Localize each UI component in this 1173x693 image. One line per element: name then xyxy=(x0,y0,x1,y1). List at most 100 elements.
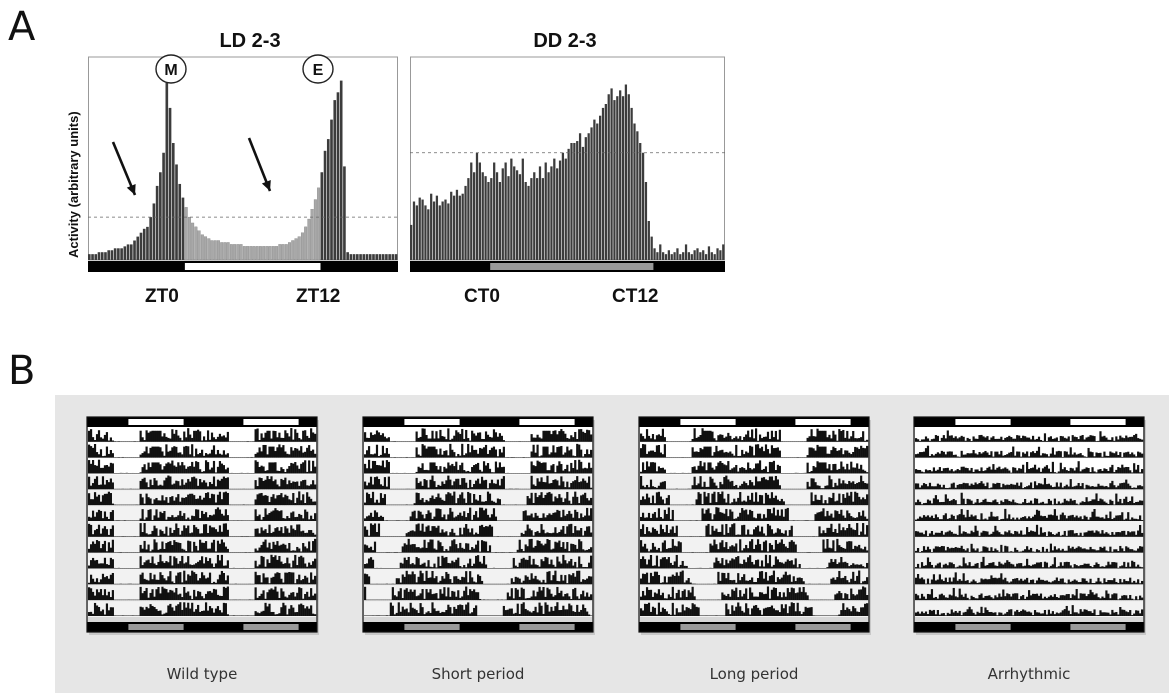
activity-bar xyxy=(691,520,694,521)
activity-bar xyxy=(405,488,408,490)
activity-bar xyxy=(731,502,734,506)
activity-bar xyxy=(510,488,513,490)
activity-bar xyxy=(300,481,303,490)
activity-bar xyxy=(423,428,426,442)
activity-bar xyxy=(560,476,563,490)
activity-bar xyxy=(1000,450,1003,458)
activity-bar xyxy=(856,492,859,506)
activity-bar xyxy=(367,535,371,537)
activity-bar xyxy=(421,498,424,506)
activity-bar xyxy=(155,542,158,553)
activity-bar xyxy=(665,524,668,537)
activity-bar xyxy=(822,503,825,506)
activity-bar xyxy=(864,546,867,553)
activity-bar xyxy=(133,568,136,569)
activity-bar xyxy=(588,462,591,474)
activity-bar xyxy=(1069,479,1072,490)
activity-bar xyxy=(377,456,381,458)
activity-bar xyxy=(701,428,704,442)
activity-bar xyxy=(633,123,636,260)
activity-bar xyxy=(230,488,233,490)
activity-bar xyxy=(240,457,243,458)
activity-bar xyxy=(95,452,99,458)
activity-bar xyxy=(238,568,241,569)
activity-bar xyxy=(1073,486,1076,490)
activity-bar xyxy=(538,532,541,537)
activity-bar xyxy=(494,432,498,442)
activity-bar xyxy=(218,574,222,585)
activity-bar xyxy=(441,593,444,601)
activity-bar xyxy=(677,536,680,537)
activity-bar xyxy=(770,476,774,490)
activity-bar xyxy=(697,607,700,616)
activity-bar xyxy=(459,494,462,506)
activity-bar xyxy=(520,457,523,458)
activity-bar xyxy=(484,526,488,537)
activity-bar xyxy=(1041,468,1045,474)
activity-bar xyxy=(218,433,222,442)
activity-bar xyxy=(99,589,103,601)
activity-bar xyxy=(463,565,466,569)
activity-bar xyxy=(107,440,111,442)
activity-bar xyxy=(822,530,825,537)
activity-bar xyxy=(405,504,408,506)
activity-bar xyxy=(292,493,295,506)
activity-bar xyxy=(262,573,265,585)
activity-bar xyxy=(806,462,809,474)
activity-bar xyxy=(290,592,293,601)
activity-bar xyxy=(457,498,460,506)
activity-bar xyxy=(244,599,247,601)
activity-bar xyxy=(806,481,809,490)
activity-bar xyxy=(179,534,182,537)
activity-bar xyxy=(308,541,311,553)
activity-bar xyxy=(228,536,231,537)
activity-bar xyxy=(276,484,279,490)
activity-bar xyxy=(147,534,150,537)
activity-bar xyxy=(226,586,229,601)
activity-bar xyxy=(731,545,734,553)
activity-bar xyxy=(453,481,456,490)
activity-bar xyxy=(677,441,680,442)
activity-bar xyxy=(371,599,375,601)
activity-bar xyxy=(204,236,208,261)
activity-bar xyxy=(244,615,247,616)
activity-bar xyxy=(1111,437,1114,442)
activity-bar xyxy=(828,475,831,490)
activity-bar xyxy=(661,481,664,490)
activity-bar xyxy=(778,450,781,458)
activity-bar xyxy=(151,589,154,601)
activity-bar xyxy=(639,143,642,260)
activity-bar xyxy=(687,567,690,569)
activity-bar xyxy=(88,493,91,506)
activity-bar xyxy=(540,463,543,474)
activity-bar xyxy=(578,598,581,601)
activity-bar xyxy=(798,587,801,601)
activity-bar xyxy=(558,446,561,458)
activity-bar xyxy=(514,565,517,569)
activity-bar xyxy=(1133,487,1136,490)
activity-bar xyxy=(262,444,265,458)
activity-bar xyxy=(1049,485,1052,490)
activity-bar xyxy=(866,483,869,490)
activity-bar xyxy=(155,565,158,569)
activity-bar xyxy=(393,536,396,537)
activity-bar xyxy=(226,548,229,553)
activity-bar xyxy=(216,531,220,537)
activity-bar xyxy=(383,552,387,553)
activity-bar xyxy=(860,548,863,553)
activity-bar xyxy=(110,250,114,260)
activity-bar xyxy=(441,529,444,537)
activity-bar xyxy=(435,549,438,553)
activity-bar xyxy=(272,446,275,458)
activity-bar xyxy=(220,463,224,474)
activity-bar xyxy=(932,467,936,474)
activity-bar xyxy=(798,564,801,569)
chart-title-dd: DD 2-3 xyxy=(533,30,597,52)
activity-bar xyxy=(1077,461,1080,474)
activity-bar xyxy=(703,430,706,442)
activity-bar xyxy=(268,446,271,458)
activity-bar xyxy=(512,473,515,474)
activity-bar xyxy=(312,613,315,616)
activity-bar xyxy=(778,465,781,474)
activity-bar xyxy=(127,599,130,601)
